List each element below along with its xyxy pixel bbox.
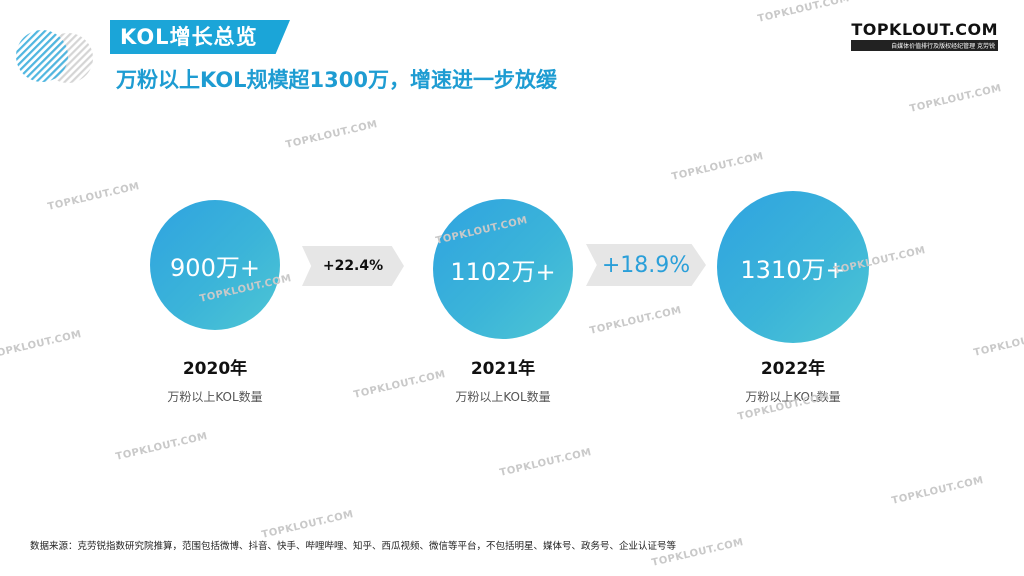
category-2021: 2021年 (470, 359, 536, 379)
circle-2020: 900万+ (150, 200, 280, 330)
watermark: TOPKLOUT.COM (498, 447, 593, 479)
value-label-2020: 900万+ (170, 253, 260, 282)
watermark: TOPKLOUT.COM (972, 327, 1024, 359)
value-label-2021: 1102万+ (450, 257, 556, 286)
brand-logo: TOPKLOUT.COM 自媒体价值排行及版权经纪管理 克劳锐 (851, 20, 998, 51)
source-footnote: 数据来源：克劳锐指数研究院推算，范围包括微博、抖音、快手、哔哩哔哩、知乎、西瓜视… (30, 541, 677, 552)
watermark: TOPKLOUT.COM (670, 151, 765, 183)
watermark: TOPKLOUT.COM (284, 119, 379, 151)
watermark: TOPKLOUT.COM (0, 329, 83, 361)
watermark: TOPKLOUT.COM (114, 431, 209, 463)
growth-arrow-1: +22.4% (302, 246, 404, 286)
logo-circles (16, 30, 93, 83)
watermark: TOPKLOUT.COM (756, 0, 851, 25)
circle-2021: 1102万+ (433, 199, 573, 339)
circle-2022: 1310万+ (717, 191, 869, 343)
growth-label-1: +22.4% (322, 258, 384, 274)
watermark: TOPKLOUT.COM (260, 509, 355, 541)
watermark: TOPKLOUT.COM (46, 181, 141, 213)
watermark: TOPKLOUT.COM (890, 475, 985, 507)
value-label-2022: 1310万+ (740, 255, 846, 284)
growth-arrow-2: +18.9% (586, 244, 706, 286)
header-badge-text: KOL增长总览 (120, 25, 258, 49)
category-2020: 2020年 (182, 359, 248, 379)
header-badge (110, 20, 290, 54)
watermark: TOPKLOUT.COM (908, 83, 1003, 115)
brand-name: TOPKLOUT.COM (851, 20, 998, 39)
watermark: TOPKLOUT.COM (588, 305, 683, 337)
growth-label-2: +18.9% (601, 252, 691, 278)
metric-label-2020: 万粉以上KOL数量 (167, 390, 263, 404)
brand-tagline: 自媒体价值排行及版权经纪管理 克劳锐 (851, 40, 998, 51)
page-subtitle: 万粉以上KOL规模超1300万，增速进一步放缓 (116, 68, 558, 92)
metric-label-2022: 万粉以上KOL数量 (745, 390, 841, 404)
metric-label-2021: 万粉以上KOL数量 (455, 390, 551, 404)
category-2022: 2022年 (760, 359, 826, 379)
